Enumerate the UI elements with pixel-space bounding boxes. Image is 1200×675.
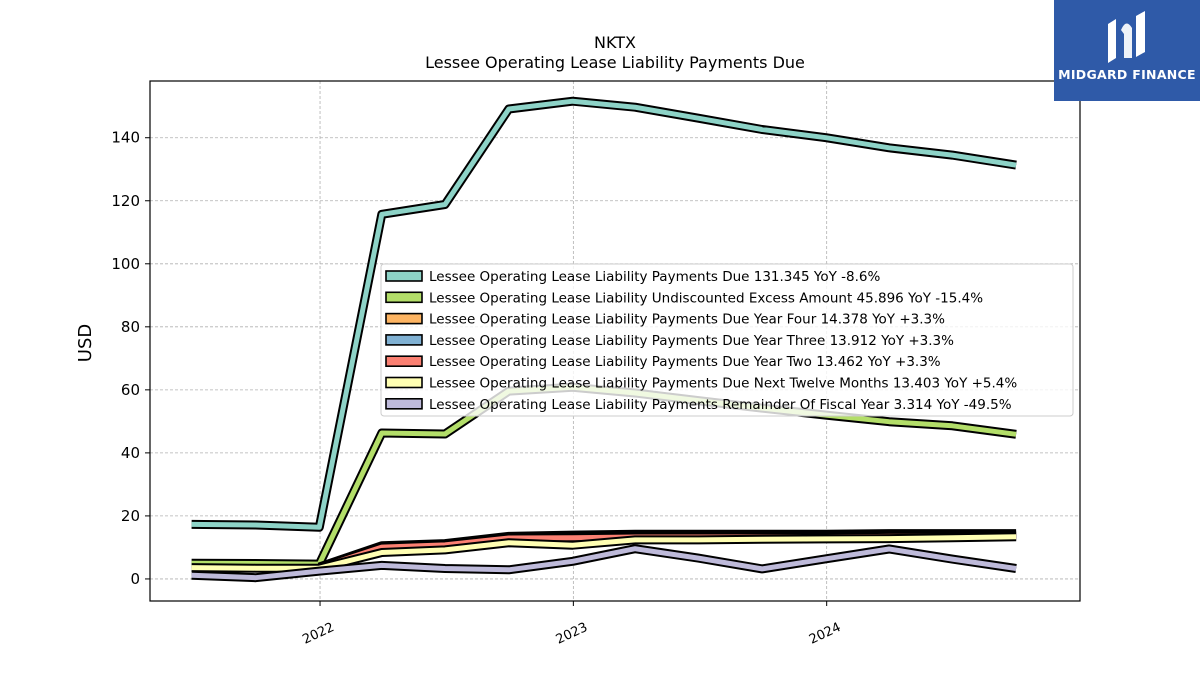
legend-label: Lessee Operating Lease Liability Payment… — [429, 269, 880, 285]
legend-item: Lessee Operating Lease Liability Payment… — [385, 397, 1012, 413]
y-tick-label: 100 — [111, 255, 140, 273]
legend-item: Lessee Operating Lease Liability Payment… — [385, 354, 941, 370]
series-lessee-operating-lease-liability-payments-remainder-of-fiscal-year — [191, 544, 1017, 583]
legend-label: Lessee Operating Lease Liability Payment… — [429, 354, 941, 370]
brand-logo: MIDGARD FINANCE — [1054, 0, 1200, 101]
legend-label: Lessee Operating Lease Liability Payment… — [429, 376, 1017, 392]
series-lessee-operating-lease-liability-payments-due-next-twelve-months — [191, 532, 1017, 573]
legend-swatch — [385, 376, 423, 389]
chart-subtitle: Lessee Operating Lease Liability Payment… — [425, 53, 805, 72]
y-axis-label: USD — [75, 324, 96, 362]
x-tick-label: 2022 — [300, 620, 336, 648]
series-line — [191, 534, 1017, 571]
plot-frame — [149, 80, 1081, 602]
legend-swatch — [385, 270, 423, 282]
legend-item: Lessee Operating Lease Liability Payment… — [385, 269, 880, 285]
y-tick-label: 120 — [111, 192, 140, 210]
y-tick-label: 140 — [111, 129, 140, 147]
legend-swatch — [385, 312, 423, 325]
y-tick-label: 80 — [121, 318, 140, 336]
legend-item: Lessee Operating Lease Liability Payment… — [385, 333, 954, 349]
logo-mark-icon — [1108, 11, 1145, 63]
legend-swatch — [385, 397, 423, 410]
y-tick-label: 0 — [130, 570, 140, 588]
series-line — [191, 546, 1017, 581]
series-line — [191, 98, 1017, 530]
series-lessee-operating-lease-liability-payments-due — [191, 96, 1017, 532]
legend-label: Lessee Operating Lease Liability Payment… — [429, 397, 1012, 413]
y-tick-label: 20 — [121, 507, 140, 525]
legend-label: Lessee Operating Lease Liability Payment… — [429, 312, 945, 328]
legend[interactable]: Lessee Operating Lease Liability Payment… — [380, 263, 1074, 417]
x-tick-label: 2024 — [807, 620, 843, 648]
legend-item: Lessee Operating Lease Liability Payment… — [385, 376, 1017, 392]
legend-box — [380, 263, 1074, 417]
y-tick-label: 40 — [121, 444, 140, 462]
brand-name: MIDGARD FINANCE — [1058, 67, 1196, 82]
x-tick-label: 2023 — [554, 620, 590, 648]
legend-item: Lessee Operating Lease Liability Payment… — [385, 312, 945, 328]
legend-label: Lessee Operating Lease Liability Payment… — [429, 333, 954, 349]
legend-swatch — [385, 334, 423, 346]
legend-swatch — [385, 291, 423, 304]
y-tick-label: 60 — [121, 381, 140, 399]
legend-label: Lessee Operating Lease Liability Undisco… — [429, 290, 983, 306]
legend-item: Lessee Operating Lease Liability Undisco… — [385, 290, 983, 306]
chart-title: NKTX — [594, 33, 636, 52]
legend-swatch — [385, 355, 423, 368]
